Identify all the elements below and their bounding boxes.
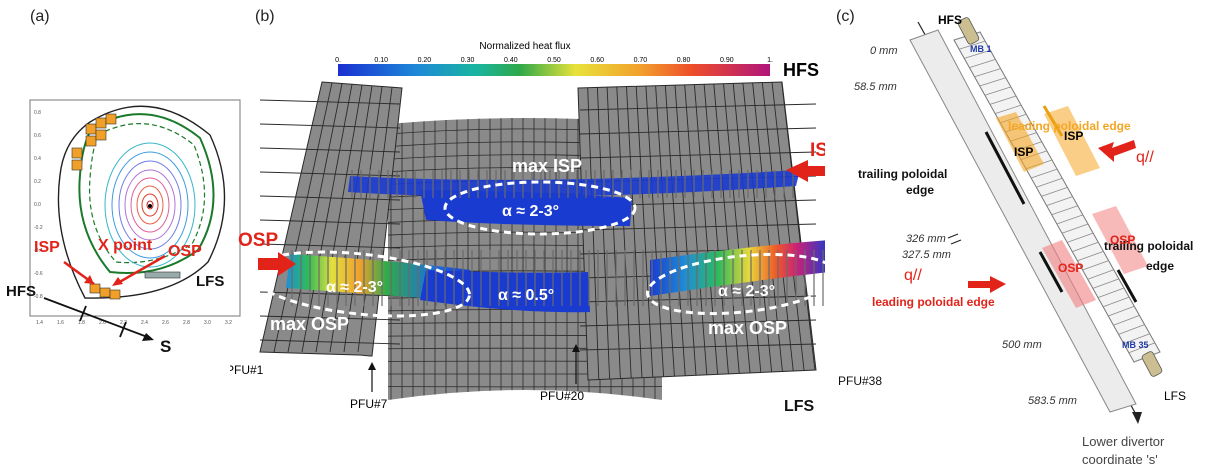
a-ytick: 0.0 xyxy=(34,202,41,208)
pfu1-label: PFU#1 xyxy=(230,363,264,377)
hfs-label: HFS xyxy=(6,283,36,300)
dist-583: 583.5 mm xyxy=(1028,395,1077,407)
osp-label: OSP xyxy=(168,243,202,260)
colorbar-tick: 0.60 xyxy=(590,57,604,64)
alpha-osp-right: α ≈ 2-3° xyxy=(718,283,775,300)
a-ytick: 0.6 xyxy=(34,133,41,139)
a-xtick: 3.0 xyxy=(204,320,211,326)
colorbar-tick: 0.90 xyxy=(720,57,734,64)
coord-line-1: Lower divertor xyxy=(1082,434,1165,449)
a-xtick: 1.6 xyxy=(57,320,64,326)
s-label: S xyxy=(160,337,171,356)
coord-line-2: coordinate 's' xyxy=(1082,452,1158,467)
trailing-right-2: edge xyxy=(1146,259,1174,273)
colorbar-tick: 0.70 xyxy=(634,57,648,64)
panel-a-figure: 0.80.60.40.20.0-0.2-0.4-0.6-0.8 1.4 1.6 1.… xyxy=(0,0,250,468)
gap-mark-2 xyxy=(951,240,961,244)
isp-tag-a: ISP xyxy=(1014,145,1033,159)
isp-label: ISP xyxy=(34,239,60,256)
q-label-top: q// xyxy=(1136,149,1154,166)
lfs-label: LFS xyxy=(196,273,224,290)
a-xtick: 1.4 xyxy=(36,320,43,326)
pfu20-label: PFU#20 xyxy=(540,389,584,403)
s-coordinate-arrow xyxy=(1132,412,1142,424)
colorbar-tick: 0.30 xyxy=(461,57,475,64)
colorbar-title: Normalized heat flux xyxy=(479,41,570,52)
alpha-osp-left: α ≈ 2-3° xyxy=(326,279,383,296)
alpha-isp: α ≈ 2-3° xyxy=(502,203,559,220)
dist-0: 0 mm xyxy=(870,45,898,57)
mb1-label: MB 1 xyxy=(970,44,992,54)
trailing-left-2: edge xyxy=(906,183,934,197)
dist-326: 326 mm xyxy=(906,233,946,245)
a-xtick: 2.6 xyxy=(162,320,169,326)
pfu7-arrow xyxy=(368,362,376,370)
s-axis-head xyxy=(142,333,154,341)
a-xtick: 2.4 xyxy=(141,320,148,326)
a-ytick: 0.8 xyxy=(34,110,41,116)
panel-c-figure: HFS MB 1 MB 35 0 mm 58.5 mm 326 mm 327.5… xyxy=(830,0,1223,468)
dist-58: 58.5 mm xyxy=(854,81,897,93)
max-osp-left-label: max OSP xyxy=(270,314,349,334)
tube-bottom xyxy=(1141,351,1163,378)
colorbar-tick: 0.10 xyxy=(374,57,388,64)
colorbar-tick: 1. xyxy=(767,57,773,64)
alpha-mid: α ≈ 0.5° xyxy=(498,287,554,304)
q-label-bottom: q// xyxy=(904,267,922,284)
colorbar xyxy=(338,64,770,76)
hfs-label-c: HFS xyxy=(938,13,962,27)
mb35-label: MB 35 xyxy=(1122,340,1149,350)
gap-mark-1 xyxy=(948,234,958,238)
pfu7-label: PFU#7 xyxy=(350,397,388,411)
panel-a-xticks: 1.4 1.6 1.8 2.0 2.2 2.4 2.6 2.8 3.0 3.2 xyxy=(36,320,232,326)
trailing-left-1: trailing poloidal xyxy=(858,167,947,181)
lfs-label-b: LFS xyxy=(784,398,814,416)
a-xtick: 1.8 xyxy=(78,320,85,326)
osp-tag-a: OSP xyxy=(1058,261,1083,275)
hfs-label-b: HFS xyxy=(783,60,819,80)
q-arrow-bottom xyxy=(968,276,1006,293)
max-osp-right-label: max OSP xyxy=(708,318,787,338)
dist-327: 327.5 mm xyxy=(902,249,951,261)
colorbar-tick: 0.80 xyxy=(677,57,691,64)
osp-label-b: OSP xyxy=(238,230,278,251)
xpoint-label: X point xyxy=(98,237,153,254)
a-ytick: -0.2 xyxy=(34,225,43,231)
colorbar-tick: 0.50 xyxy=(547,57,561,64)
lfs-label-c: LFS xyxy=(1164,389,1186,403)
a-xtick: 2.8 xyxy=(183,320,190,326)
isp-label-b: ISP xyxy=(810,140,825,161)
max-isp-label: max ISP xyxy=(512,156,582,176)
dist-500: 500 mm xyxy=(1002,339,1042,351)
a-ytick: 0.4 xyxy=(34,156,41,162)
colorbar-tick: 0.40 xyxy=(504,57,518,64)
magnetic-axis xyxy=(148,204,152,208)
panel-b-figure: Normalized heat flux 0. 0.10 0.20 0.30 0.40 0… xyxy=(230,0,825,468)
leading-edge-bottom: leading poloidal edge xyxy=(872,295,995,309)
baffle xyxy=(145,272,180,278)
q-arrow-top xyxy=(1098,140,1136,162)
isp-tag-b: ISP xyxy=(1064,129,1083,143)
colorbar-tick: 0.20 xyxy=(418,57,432,64)
osp-tag-b: OSP xyxy=(1110,233,1135,247)
a-ytick: -0.6 xyxy=(34,271,43,277)
a-ytick: 0.2 xyxy=(34,179,41,185)
colorbar-ticks: 0. 0.10 0.20 0.30 0.40 0.50 0.60 0.70 0.80 0.90 1. xyxy=(335,57,773,64)
colorbar-tick: 0. xyxy=(335,57,341,64)
